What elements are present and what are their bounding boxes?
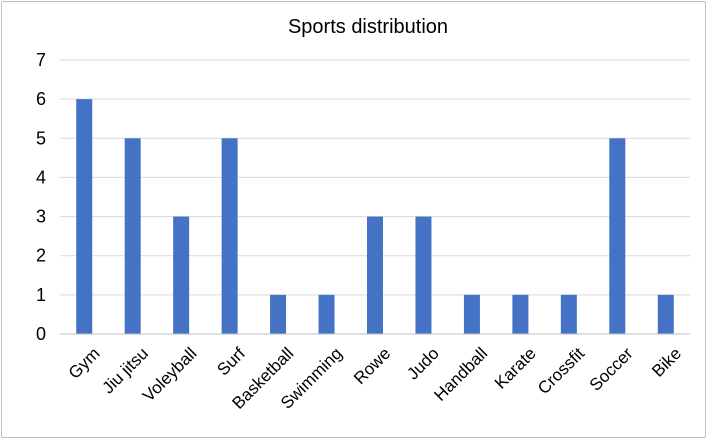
y-tick-label: 1 <box>36 285 46 305</box>
bar-karate <box>512 294 529 334</box>
x-tick-label: Karate <box>491 344 540 393</box>
bar-handball <box>463 294 480 334</box>
bars <box>76 99 674 335</box>
bar-gym <box>76 99 93 335</box>
bar-swimming <box>318 294 335 334</box>
y-tick-label: 3 <box>36 207 46 227</box>
x-tick-label: Surf <box>213 344 249 380</box>
gridlines <box>60 59 690 296</box>
y-tick-label: 4 <box>36 167 46 187</box>
bar-voleyball <box>173 216 190 334</box>
x-tick-label: Voleyball <box>139 344 201 406</box>
bar-soccer <box>609 138 626 334</box>
bar-judo <box>415 216 432 334</box>
y-tick-label: 0 <box>36 324 46 344</box>
chart-title: Sports distribution <box>288 16 448 38</box>
x-tick-label: Judo <box>403 344 443 384</box>
bar-surf <box>221 138 238 334</box>
y-tick-label: 5 <box>36 128 46 148</box>
y-tick-label: 2 <box>36 246 46 266</box>
x-tick-label: Rowe <box>350 344 394 388</box>
x-tick-label: Bike <box>648 344 685 381</box>
bar-bike <box>657 294 674 334</box>
x-tick-label: Handball <box>430 344 491 405</box>
y-axis-ticks: 0 1 2 3 4 5 6 7 <box>36 50 46 344</box>
bar-rowe <box>367 216 383 334</box>
bar-jiu-jitsu <box>124 138 141 334</box>
x-tick-label: Gym <box>65 344 104 383</box>
x-tick-label: Crossfit <box>534 344 588 398</box>
bar-crossfit <box>560 294 577 334</box>
bar-basketball <box>270 294 287 334</box>
y-tick-label: 6 <box>36 89 46 109</box>
y-tick-label: 7 <box>36 50 46 70</box>
x-tick-label: Soccer <box>586 344 637 395</box>
